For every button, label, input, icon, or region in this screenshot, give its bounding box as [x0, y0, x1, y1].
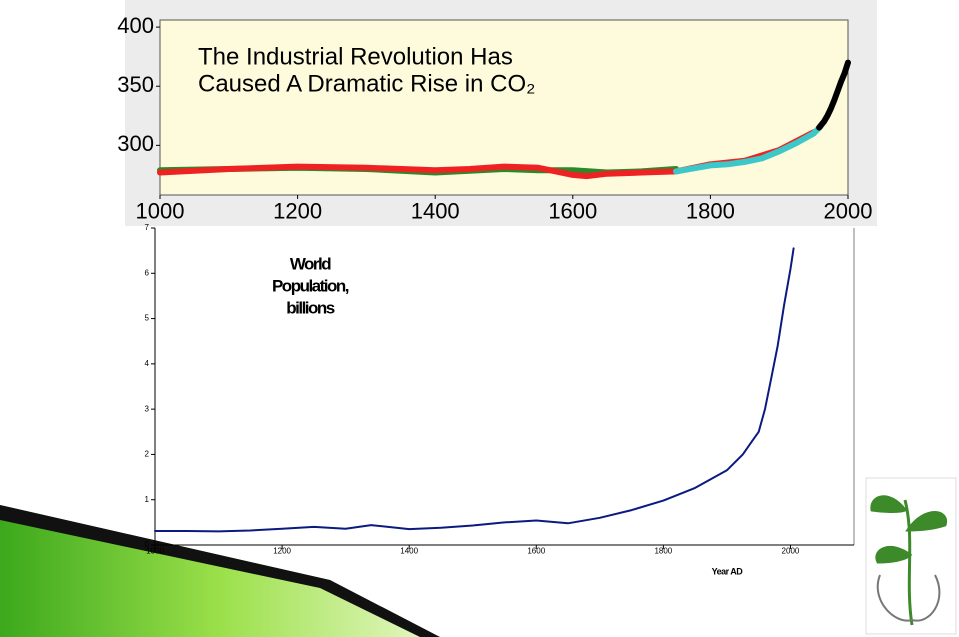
- x-tick-label: 1000: [136, 198, 185, 223]
- x-tick-label: 1000: [146, 547, 164, 556]
- y-tick-label: 5: [145, 314, 150, 323]
- chart-title: billions: [286, 298, 335, 317]
- page: {"chart_data": [ {"type": "line", "title…: [0, 0, 959, 637]
- data-line: [155, 248, 794, 531]
- y-tick-label: 400: [117, 13, 154, 38]
- y-tick-label: 6: [145, 268, 150, 277]
- y-tick-label: 7: [145, 223, 150, 232]
- chart-title: Caused A Dramatic Rise in CO₂: [198, 70, 535, 97]
- chart-title: World: [290, 254, 331, 273]
- x-tick-label: 1200: [273, 547, 291, 556]
- x-tick-label: 1600: [527, 547, 545, 556]
- y-tick-label: 2: [145, 450, 150, 459]
- x-tick-label: 1800: [686, 198, 735, 223]
- y-tick-label: 4: [145, 359, 150, 368]
- y-tick-label: 3: [145, 404, 150, 413]
- x-tick-label: 1800: [654, 547, 672, 556]
- y-tick-label: 350: [117, 72, 154, 97]
- x-tick-label: 1600: [548, 198, 597, 223]
- y-tick-label: 1: [145, 495, 150, 504]
- x-tick-label: 2000: [782, 547, 800, 556]
- x-tick-label: 1200: [273, 198, 322, 223]
- x-tick-label: 1400: [411, 198, 460, 223]
- x-tick-label: 2000: [824, 198, 873, 223]
- chart-title: The Industrial Revolution Has: [198, 43, 513, 70]
- x-tick-label: 1400: [400, 547, 418, 556]
- slide: 300 350 400 1000 1200 1400 1600 1800 2000 The Ind…: [0, 0, 959, 637]
- y-tick-label: 300: [117, 131, 154, 156]
- x-axis-label: Year AD: [712, 566, 744, 576]
- logo: [866, 478, 956, 634]
- chart-title: Population,: [272, 276, 349, 295]
